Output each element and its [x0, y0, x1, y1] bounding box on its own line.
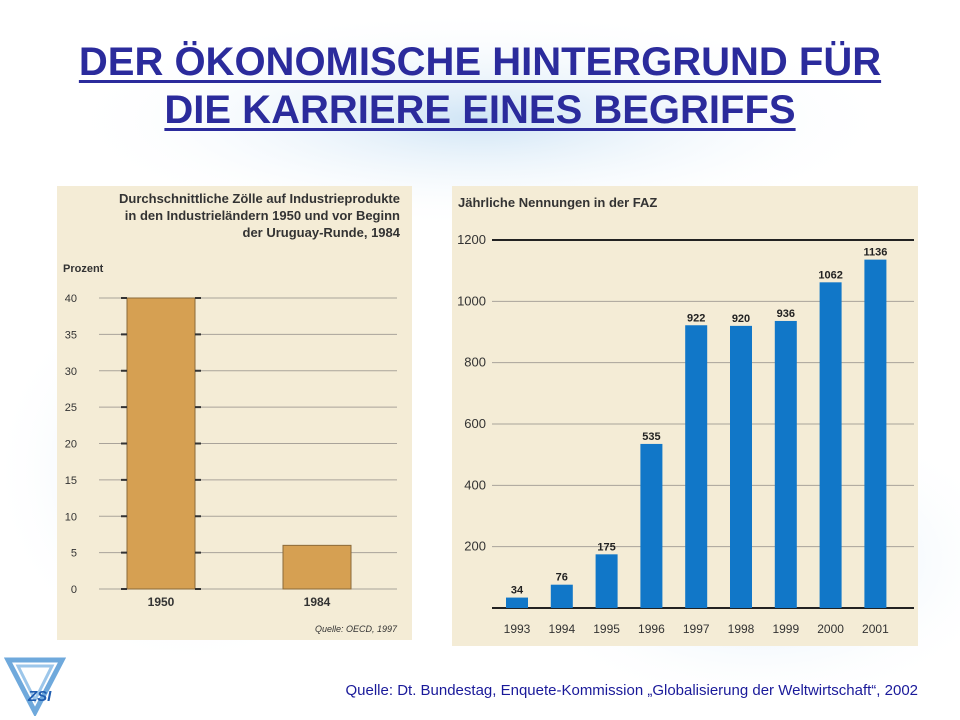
faz-y-tick-label: 200: [464, 539, 486, 554]
faz-chart-panel: 200 400 600 800 1000 1200 34 1993 76 1994 175 1995 5…: [452, 186, 918, 646]
faz-bar: [550, 584, 573, 608]
tariff-y-axis-label: Prozent: [63, 263, 104, 275]
faz-value-label: 1136: [863, 247, 887, 259]
faz-bar: [595, 554, 618, 608]
faz-bar: [774, 320, 797, 608]
tariff-y-tick-label: 35: [65, 329, 77, 341]
faz-chart: 200 400 600 800 1000 1200 34 1993 76 1994 175 1995 5…: [457, 232, 914, 636]
slide-title-line-1: DER ÖKONOMISCHE HINTERGRUND FÜR: [78, 40, 882, 84]
faz-y-tick-label: 400: [464, 477, 486, 492]
faz-x-tick-label: 1995: [593, 622, 620, 636]
faz-value-label: 1062: [818, 269, 842, 281]
tariff-chart: Prozent 0 5 10 15 20 25 30 35 40 1950 1984 Quelle: O…: [63, 263, 398, 634]
tariff-bar: [126, 297, 196, 590]
tariff-y-tick-label: 5: [71, 548, 77, 560]
tariff-chart-title-line-2: in den Industrieländern 1950 und vor Beg…: [124, 208, 400, 223]
tariff-y-tick-label: 25: [65, 402, 77, 414]
faz-chart-title: Jährliche Nennungen in der FAZ: [458, 195, 658, 210]
faz-x-tick-label: 1997: [683, 622, 710, 636]
faz-y-tick-label: 1000: [457, 293, 486, 308]
tariff-chart-title-line-3: der Uruguay-Runde, 1984: [242, 225, 401, 240]
tariff-y-tick-label: 30: [65, 366, 77, 378]
tariff-x-tick-label: 1984: [304, 595, 331, 609]
tariff-y-tick-label: 40: [65, 293, 77, 305]
faz-bar: [730, 325, 752, 608]
source-note: Quelle: Dt. Bundestag, Enquete-Kommissio…: [345, 682, 919, 699]
tariff-y-tick-label: 10: [65, 511, 77, 523]
tariff-y-tick-label: 15: [65, 475, 77, 487]
faz-value-label: 920: [732, 313, 750, 325]
tariff-x-tick-label: 1950: [148, 595, 175, 609]
faz-bar: [864, 259, 887, 608]
zsi-logo-icon: [4, 657, 66, 716]
faz-x-tick-label: 1998: [728, 622, 755, 636]
faz-value-label: 936: [777, 308, 795, 320]
faz-bar: [819, 282, 842, 608]
faz-x-tick-label: 2001: [862, 622, 889, 636]
faz-value-label: 34: [511, 585, 524, 597]
tariff-chart-title: Durchschnittliche Zölle auf Industriepro…: [119, 190, 400, 241]
tariff-chart-title-line-1: Durchschnittliche Zölle auf Industriepro…: [119, 191, 400, 206]
faz-x-tick-label: 1993: [504, 622, 531, 636]
faz-x-tick-label: 1999: [772, 622, 799, 636]
tariff-chart-panel: Prozent 0 5 10 15 20 25 30 35 40 1950 1984 Quelle: O…: [57, 186, 412, 640]
faz-value-label: 922: [687, 312, 705, 324]
faz-value-label: 535: [642, 431, 660, 443]
slide-title-line-2: DIE KARRIERE EINES BEGRIFFS: [164, 88, 796, 132]
tariff-bar: [282, 544, 352, 590]
faz-value-label: 76: [556, 572, 568, 584]
faz-bar: [685, 325, 708, 608]
faz-bar: [640, 443, 663, 608]
faz-y-tick-label: 600: [464, 416, 486, 431]
slide-title: DER ÖKONOMISCHE HINTERGRUND FÜR DIE KARR…: [0, 38, 960, 134]
faz-value-label: 175: [597, 541, 615, 553]
faz-y-tick-label: 800: [464, 355, 486, 370]
tariff-y-tick-label: 0: [71, 584, 77, 596]
faz-x-tick-label: 1994: [548, 622, 575, 636]
zsi-logo-text: ZSI: [28, 688, 52, 705]
faz-x-tick-label: 2000: [817, 622, 844, 636]
faz-x-tick-label: 1996: [638, 622, 665, 636]
faz-y-tick-label: 1200: [457, 232, 486, 247]
tariff-source-note: Quelle: OECD, 1997: [315, 624, 398, 634]
faz-bar: [506, 597, 528, 608]
tariff-y-tick-label: 20: [65, 439, 77, 451]
